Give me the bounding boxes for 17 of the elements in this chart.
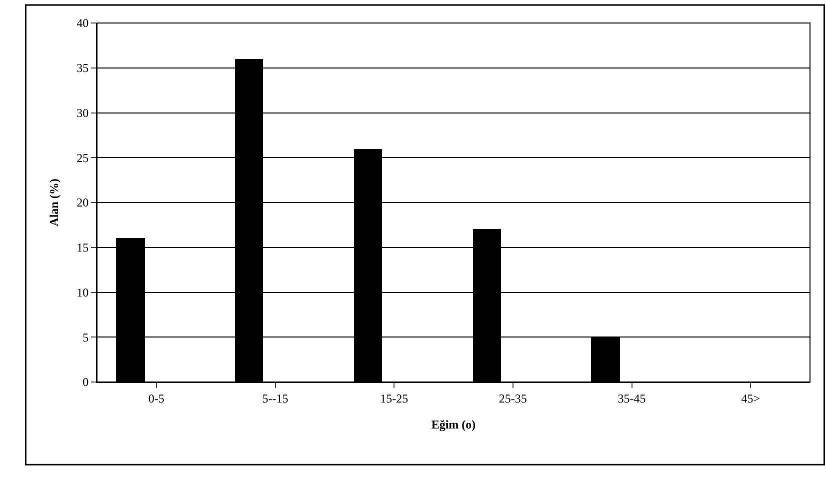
y-tick-label: 5	[82, 330, 89, 344]
x-tick-label: 45>	[741, 391, 760, 406]
y-axis-title: Alan (%)	[46, 178, 61, 226]
x-tick-label: 25-35	[498, 391, 527, 406]
y-tick-label: 10	[76, 285, 89, 300]
x-axis-title: Eğim (o)	[431, 417, 476, 432]
y-tick-label: 40	[76, 16, 89, 30]
x-tick-label: 35-45	[618, 391, 646, 406]
y-tick-label: 30	[76, 106, 89, 120]
x-tick-label: 5--15	[262, 391, 288, 406]
y-tick-label: 35	[76, 61, 89, 76]
y-tick-label: 25	[76, 150, 89, 165]
y-tick-label: 15	[76, 240, 89, 255]
x-tick-label: 15-25	[380, 391, 408, 406]
y-tick-label: 0	[82, 375, 89, 390]
y-tick-label: 20	[76, 196, 89, 210]
x-tick-label: 0-5	[148, 391, 164, 406]
